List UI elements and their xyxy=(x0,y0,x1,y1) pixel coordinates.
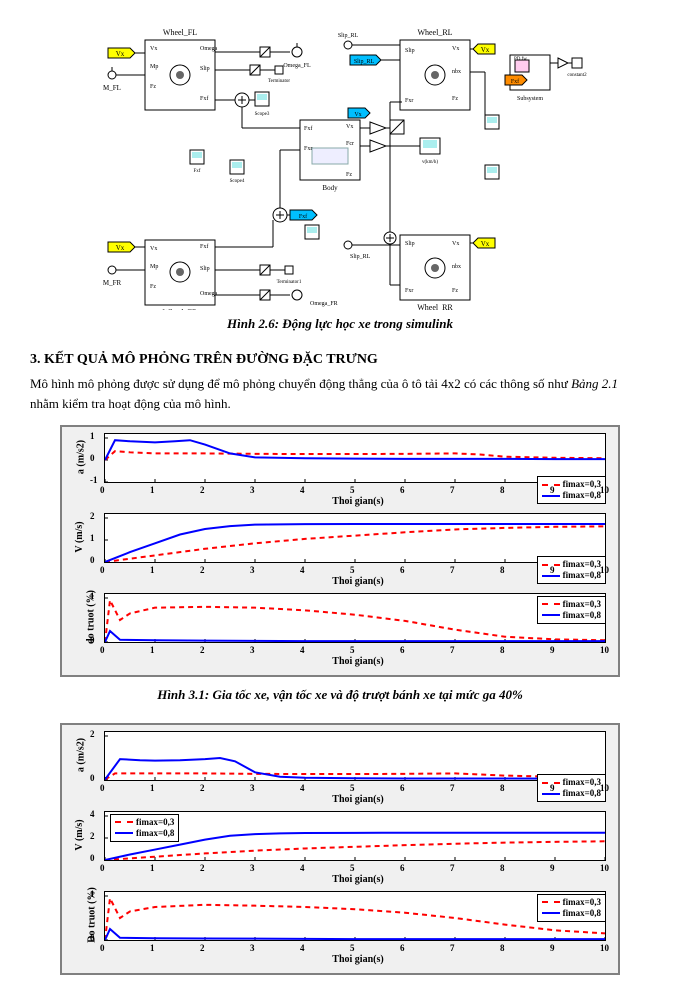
section-3-heading: 3. KẾT QUẢ MÔ PHỎNG TRÊN ĐƯỜNG ĐẶC TRƯNG xyxy=(30,352,650,368)
y-axis-label: a (m/s2) xyxy=(76,738,87,772)
svg-text:Vx: Vx xyxy=(150,46,157,52)
simulink-diagram: Wheel_FL Vx Mp Fz Omega Slip Fxf Vx M_FL… xyxy=(90,20,590,310)
chart-panel xyxy=(104,731,606,781)
svg-text:Fxr: Fxr xyxy=(405,98,413,104)
section-3-paragraph: Mô hình mô phỏng được sử dụng để mô phỏn… xyxy=(30,374,650,413)
svg-text:Slip_RL: Slip_RL xyxy=(338,33,359,39)
chart-panel xyxy=(104,513,606,563)
svg-text:Omega: Omega xyxy=(200,46,218,52)
svg-text:PD fw: PD fw xyxy=(514,57,527,62)
svg-text:Subsystem: Subsystem xyxy=(517,96,543,102)
svg-text:Fxf: Fxf xyxy=(299,213,307,220)
svg-text:constant2: constant2 xyxy=(567,73,587,78)
y-axis-label: V (m/s) xyxy=(74,521,85,552)
x-axis-label: Thoi gian(s) xyxy=(104,656,612,667)
svg-text:Omega: Omega xyxy=(200,291,218,297)
y-axis-label: do truot (%) xyxy=(85,590,96,644)
svg-text:Scope3: Scope3 xyxy=(255,112,270,117)
chart-panel xyxy=(104,433,606,483)
svg-text:Vx: Vx xyxy=(481,46,490,54)
x-axis-label: Thoi gian(s) xyxy=(104,874,612,885)
fig31-charts: -101a (m/s2)fimax=0,3fimax=0,80123456789… xyxy=(60,425,620,677)
svg-text:Slip: Slip xyxy=(405,48,415,54)
svg-text:Mp: Mp xyxy=(150,264,158,270)
fig31-caption: Hình 3.1: Gia tốc xe, vận tốc xe và độ t… xyxy=(30,687,650,703)
y-axis-label: Do truot (%) xyxy=(86,887,97,943)
svg-text:Body: Body xyxy=(322,184,338,192)
svg-text:Vx: Vx xyxy=(481,240,490,248)
svg-text:Fxf: Fxf xyxy=(200,95,208,102)
chart-panel xyxy=(104,593,606,643)
svg-text:M_FL: M_FL xyxy=(103,84,121,92)
svg-text:Wheel_RL: Wheel_RL xyxy=(417,28,452,37)
svg-text:Slip_RL: Slip_RL xyxy=(350,254,371,260)
svg-text:Fxr: Fxr xyxy=(405,288,413,294)
svg-text:Wheel_RR: Wheel_RR xyxy=(417,303,453,310)
x-axis-label: Thoi gian(s) xyxy=(104,954,612,965)
para-post: nhằm kiểm tra hoạt động của mô hình. xyxy=(30,396,231,411)
svg-text:Fxf: Fxf xyxy=(194,169,201,174)
svg-text:Vx: Vx xyxy=(116,244,125,252)
svg-text:Fz: Fz xyxy=(452,96,458,102)
chart-legend: fimax=0,3fimax=0,8 xyxy=(110,814,179,842)
svg-text:Fz: Fz xyxy=(452,288,458,294)
svg-text:Slip: Slip xyxy=(200,66,210,72)
para-pre: Mô hình mô phỏng được sử dụng để mô phỏn… xyxy=(30,376,571,391)
svg-text:Scope4: Scope4 xyxy=(230,179,245,184)
table-ref: Bảng 2.1 xyxy=(571,376,618,391)
svg-text:Fz: Fz xyxy=(150,284,156,290)
chart-legend: fimax=0,3fimax=0,8 xyxy=(537,596,606,624)
svg-text:Mp: Mp xyxy=(150,64,158,70)
svg-text:nbx: nbx xyxy=(452,69,461,75)
svg-text:Vx: Vx xyxy=(150,246,157,252)
svg-text:Slip: Slip xyxy=(405,241,415,247)
chart-legend: fimax=0,3fimax=0,8 xyxy=(537,894,606,922)
svg-text:Fz: Fz xyxy=(346,172,352,178)
svg-text:Fxr: Fxr xyxy=(304,146,312,152)
svg-text:Omega_FR: Omega_FR xyxy=(310,301,338,307)
y-axis-label: V (m/s) xyxy=(74,819,85,850)
svg-text:Fxf: Fxf xyxy=(511,78,519,85)
svg-text:Fxf: Fxf xyxy=(304,125,312,132)
chart-panel xyxy=(104,891,606,941)
svg-text:Slip_RL: Slip_RL xyxy=(354,59,375,65)
svg-text:Vx: Vx xyxy=(346,124,353,130)
y-axis-label: a (m/s2) xyxy=(76,440,87,474)
svg-text:Vx: Vx xyxy=(452,241,459,247)
fig26-caption: Hình 2.6: Động lực học xe trong simulink xyxy=(30,316,650,332)
svg-text:Vx: Vx xyxy=(116,50,125,58)
svg-text:Terminator: Terminator xyxy=(268,79,290,84)
fig32-charts: 02a (m/s2)fimax=0,3fimax=0,8012345678910… xyxy=(60,723,620,975)
svg-text:Omega_FL: Omega_FL xyxy=(283,63,311,69)
svg-text:Fxf: Fxf xyxy=(200,243,208,250)
svg-text:M_FR: M_FR xyxy=(103,279,122,287)
svg-text:Vx: Vx xyxy=(452,46,459,52)
svg-text:Slip: Slip xyxy=(200,266,210,272)
svg-text:Fz: Fz xyxy=(150,84,156,90)
svg-text:v(km/h): v(km/h) xyxy=(422,160,438,165)
svg-text:Wheel_FL: Wheel_FL xyxy=(163,28,197,37)
svg-text:Terminator1: Terminator1 xyxy=(277,280,302,285)
svg-text:nbx: nbx xyxy=(452,264,461,270)
svg-text:Vx: Vx xyxy=(354,112,361,118)
svg-text:Wheel_FR: Wheel_FR xyxy=(163,308,198,310)
svg-text:Fcr: Fcr xyxy=(346,141,354,147)
